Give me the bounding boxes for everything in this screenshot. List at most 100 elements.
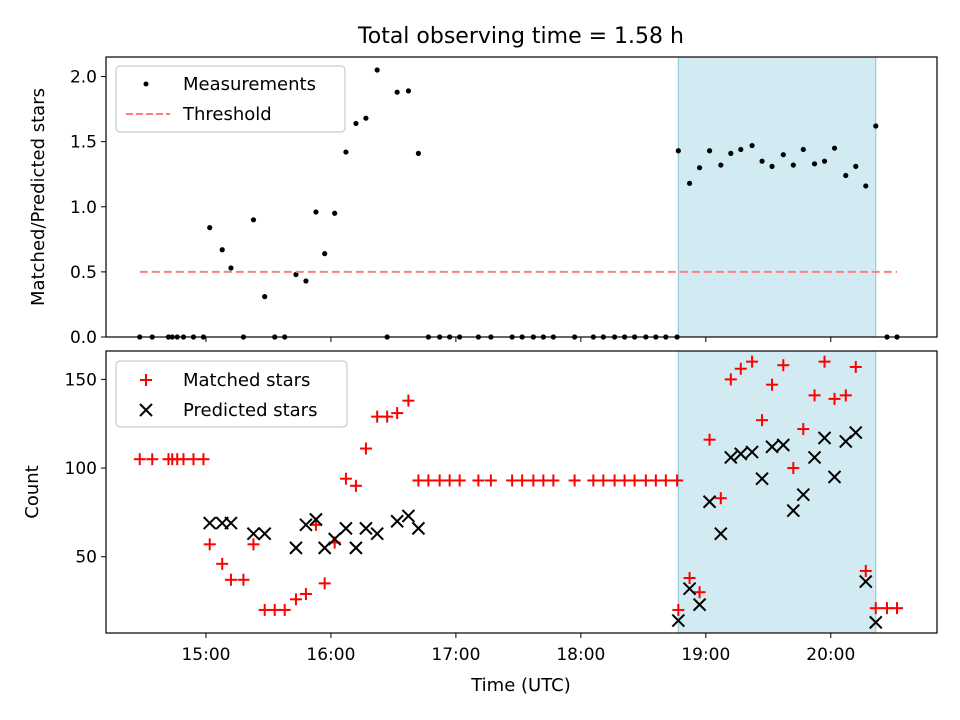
matched-star-point [797,423,810,436]
legend-top: Measurements Threshold [115,65,346,133]
matched-star-point [247,538,260,551]
legend-box-bottom [115,360,348,428]
y-tick-label: 1.0 [70,198,97,218]
predicted-star-point [299,518,313,532]
measurement-point [262,294,268,300]
predicted-star-stroke-b [702,495,717,509]
predicted-star-stroke-b [786,503,801,518]
x-tick-label: 15:00 [181,645,230,665]
predicted-star-stroke-b [734,447,748,461]
x-tick-label: 18:00 [556,645,605,665]
matched-star-point [453,474,466,487]
y-tick-label: 150 [65,370,97,390]
predicted-star-stroke-b [869,615,883,630]
predicted-star-point [745,445,759,459]
predicted-star-point [869,615,883,630]
predicted-star-point [327,532,342,546]
matched-star-point [714,492,727,505]
predicted-star-point [817,431,832,445]
measurement-point [394,89,400,95]
matched-star-point [216,557,229,570]
predicted-star-stroke-b [859,574,873,589]
axis-ticks-top: 0.0 0.5 1.0 1.5 2.0 [70,68,832,348]
legend-label-threshold: Threshold [182,104,272,125]
predicted-star-point [692,597,707,612]
predicted-star-stroke-b [289,541,303,555]
matched-star-point [693,586,706,599]
matched-star-point [568,474,581,487]
legend-label-predicted: Predicted stars [183,400,317,421]
predicted-star-point [776,438,791,452]
matched-star-point [869,602,882,615]
legend-marker-measurements [143,81,149,87]
predicted-star-stroke-b [807,450,822,465]
plot-frame-top [105,56,938,338]
predicted-star-point [671,613,686,628]
matched-star-point [746,355,759,368]
plot-frame-bottom [105,350,938,634]
predicted-star-point [411,521,426,536]
measurement-point [332,210,338,216]
panel-counts: 15:00 16:00 17:00 18:00 19:00 20:00 50 100 150 C… [22,350,938,665]
matched-star-point [671,474,684,487]
predicted-star-stroke-b [827,470,842,484]
matched-star-point [672,603,685,616]
predicted-star-stroke-b [203,516,217,530]
measurement-point [686,180,693,186]
measurement-point [738,146,744,153]
predicted-star-stroke-b [692,597,707,612]
measurement-point [790,162,796,168]
matched-star-point [391,407,404,420]
predicted-star-stroke-b [849,425,863,440]
measurement-point [405,88,412,94]
predicted-star-stroke-b [257,526,272,541]
predicted-star-point [246,526,261,541]
matched-star-point [756,414,769,427]
y-axis-label-bottom: Count [22,465,43,518]
matched-star-point [828,392,841,405]
legend-label-measurements: Measurements [183,74,316,95]
predicted-star-point [786,503,801,518]
measurement-point [843,172,849,179]
matched-star-point [891,602,904,615]
predicted-star-point [359,521,373,536]
matched-star-point [859,564,872,577]
x-tick-label: 17:00 [431,645,480,665]
matched-star-point [703,433,716,446]
measurement-point [728,150,734,156]
predicted-star-stroke-b [745,445,759,459]
matched-star-point [422,474,435,487]
predicted-star-stroke-b [309,512,323,527]
measurement-point [769,163,775,169]
matched-star-point [683,572,696,585]
measurement-point [780,152,786,158]
matched-star-point [289,593,302,606]
predicted-star-point [390,514,404,528]
predicted-star-stroke-b [327,532,342,546]
matched-star-point [299,587,312,600]
matched-star-point [597,474,610,487]
measurement-point [718,162,724,168]
measurement-point [696,165,703,171]
axis-ticks-bottom: 15:00 16:00 17:00 18:00 19:00 20:00 50 100 150 [65,370,856,665]
matched-star-point [787,462,800,475]
shaded-region-bottom [677,350,877,634]
predicted-star-point [827,470,842,484]
matched-star-point [224,573,237,586]
predicted-star-point [224,516,238,530]
measurement-point [343,149,349,155]
measurement-point [811,161,818,167]
measurement-point [800,146,806,153]
x-axis-label: Time (UTC) [470,675,571,696]
measurement-point [363,115,369,121]
measurement-point [873,123,879,129]
legend-bottom: Matched stars Predicted stars [115,360,348,428]
measurement-point [250,217,257,223]
predicted-star-point [309,512,323,527]
matched-star-point [818,355,831,368]
measurement-point [313,209,319,215]
matched-star-point [839,389,852,402]
predicted-star-point [755,471,769,486]
matched-star-point [734,362,747,375]
measurement-point [303,278,309,284]
